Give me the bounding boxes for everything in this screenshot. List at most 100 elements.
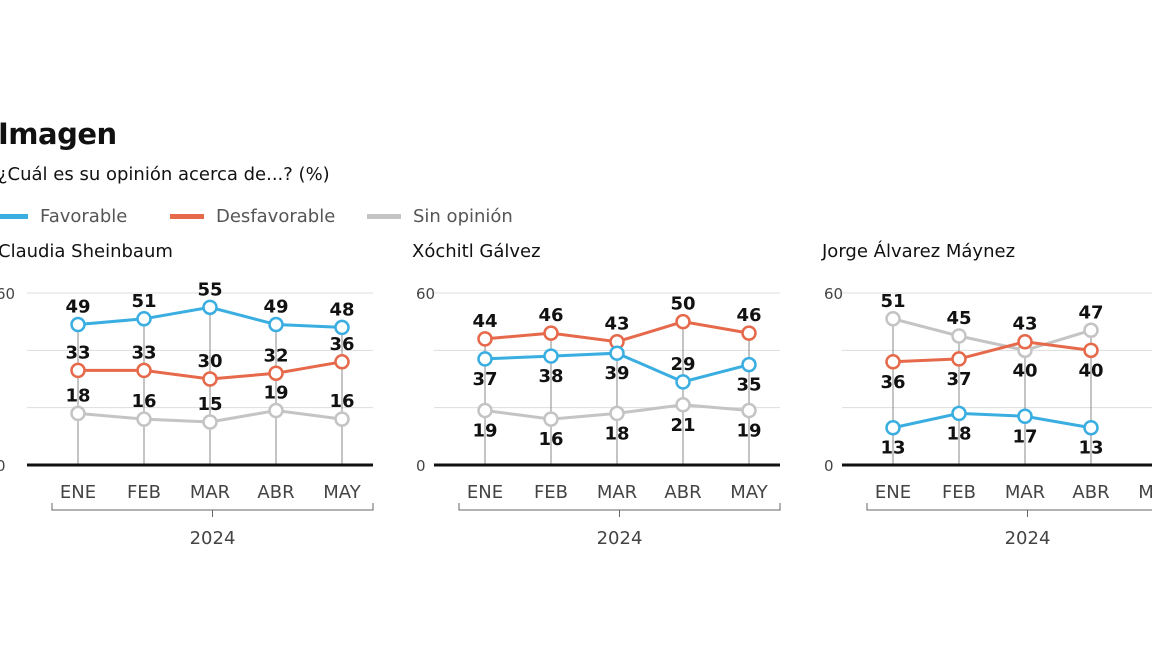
data-point — [543, 348, 559, 364]
data-label: 45 — [946, 308, 971, 329]
data-point — [1083, 419, 1099, 436]
x-group-bracket — [51, 503, 374, 517]
legend-sin-opinion: Sin opinión — [367, 206, 513, 227]
chart-subtitle: ¿Cuál es su opinión acerca de...? (%) — [0, 164, 330, 185]
data-point — [268, 365, 284, 382]
x-tick-label: ENE — [875, 482, 911, 503]
data-label: 16 — [131, 391, 156, 412]
x-tick-label: MAR — [1005, 482, 1045, 503]
y-tick-label: 60 — [824, 285, 843, 303]
y-tick-label: 0 — [824, 457, 834, 475]
y-tick-label: 60 — [416, 285, 435, 303]
legend-favorable: Favorable — [0, 206, 127, 227]
data-label: 37 — [472, 369, 497, 390]
x-tick-label: FEB — [534, 482, 568, 503]
data-point — [136, 362, 152, 379]
data-label: 43 — [604, 314, 629, 335]
x-tick-label: ABR — [257, 482, 294, 503]
data-label: 32 — [263, 345, 288, 366]
data-point — [202, 414, 218, 430]
x-group-label: 2024 — [190, 528, 236, 549]
data-label: 13 — [880, 438, 905, 459]
data-label: 50 — [670, 294, 695, 315]
data-label: 16 — [538, 429, 563, 450]
data-point — [202, 371, 218, 387]
x-group-bracket — [866, 503, 1152, 517]
data-point — [1017, 333, 1033, 350]
data-point — [70, 362, 86, 379]
data-point — [268, 316, 284, 333]
x-tick-label: FEB — [942, 482, 976, 503]
data-label: 16 — [329, 391, 354, 412]
x-tick-label: MAY — [1138, 482, 1152, 503]
data-point — [885, 354, 901, 370]
y-tick-label: 0 — [0, 457, 6, 475]
data-label: 49 — [65, 297, 90, 318]
data-point — [477, 331, 493, 347]
data-label: 15 — [197, 394, 222, 415]
data-label: 36 — [329, 334, 354, 355]
data-point — [951, 351, 967, 367]
data-label: 19 — [472, 421, 497, 442]
data-point — [1083, 322, 1099, 339]
data-point — [268, 402, 284, 419]
data-label: 38 — [538, 366, 563, 387]
data-point — [1017, 408, 1033, 425]
data-point — [951, 328, 967, 344]
x-tick-label: ABR — [1072, 482, 1109, 503]
data-label: 19 — [736, 421, 761, 442]
data-label: 46 — [538, 305, 563, 326]
x-group-label: 2024 — [1005, 528, 1051, 549]
data-label: 19 — [263, 383, 288, 404]
data-label: 18 — [604, 423, 629, 444]
data-label: 35 — [736, 375, 761, 396]
y-tick-label: 0 — [416, 457, 426, 475]
data-label: 18 — [946, 423, 971, 444]
data-point — [543, 411, 559, 427]
data-point — [70, 316, 86, 333]
data-label: 37 — [946, 369, 971, 390]
x-group-bracket — [458, 503, 781, 517]
data-point — [202, 299, 218, 316]
data-point — [741, 325, 757, 341]
data-label: 33 — [131, 342, 156, 363]
data-point — [885, 419, 901, 436]
x-tick-label: FEB — [127, 482, 161, 503]
data-point — [477, 351, 493, 367]
data-label: 44 — [472, 311, 497, 332]
data-point — [741, 356, 757, 373]
x-tick-label: MAY — [323, 482, 361, 503]
data-point — [70, 405, 86, 422]
data-label: 51 — [880, 291, 905, 312]
data-label: 30 — [197, 351, 222, 372]
data-point — [477, 402, 493, 419]
data-point — [885, 311, 901, 327]
data-point — [1083, 342, 1099, 359]
panel-title: Jorge Álvarez Máynez — [822, 241, 1016, 262]
data-label: 55 — [197, 279, 222, 300]
data-point — [675, 374, 691, 390]
data-label: 17 — [1012, 426, 1037, 447]
data-point — [334, 411, 350, 427]
x-tick-label: ENE — [60, 482, 96, 503]
data-label: 47 — [1078, 302, 1103, 323]
x-tick-label: MAR — [597, 482, 637, 503]
x-group-label: 2024 — [597, 528, 643, 549]
data-point — [543, 325, 559, 341]
data-label: 40 — [1012, 360, 1037, 381]
x-tick-label: MAR — [190, 482, 230, 503]
data-label: 48 — [329, 299, 354, 320]
data-point — [136, 311, 152, 327]
data-point — [675, 397, 691, 413]
data-label: 49 — [263, 297, 288, 318]
data-label: 21 — [670, 415, 695, 436]
series-line-1 — [892, 340, 1092, 364]
legend-label: Sin opinión — [413, 206, 513, 227]
panel-title: Claudia Sheinbaum — [0, 241, 173, 262]
series-line-0 — [892, 411, 1092, 430]
y-tick-label: 60 — [0, 285, 15, 303]
data-label: 46 — [736, 305, 761, 326]
data-point — [136, 411, 152, 427]
data-label: 51 — [131, 291, 156, 312]
